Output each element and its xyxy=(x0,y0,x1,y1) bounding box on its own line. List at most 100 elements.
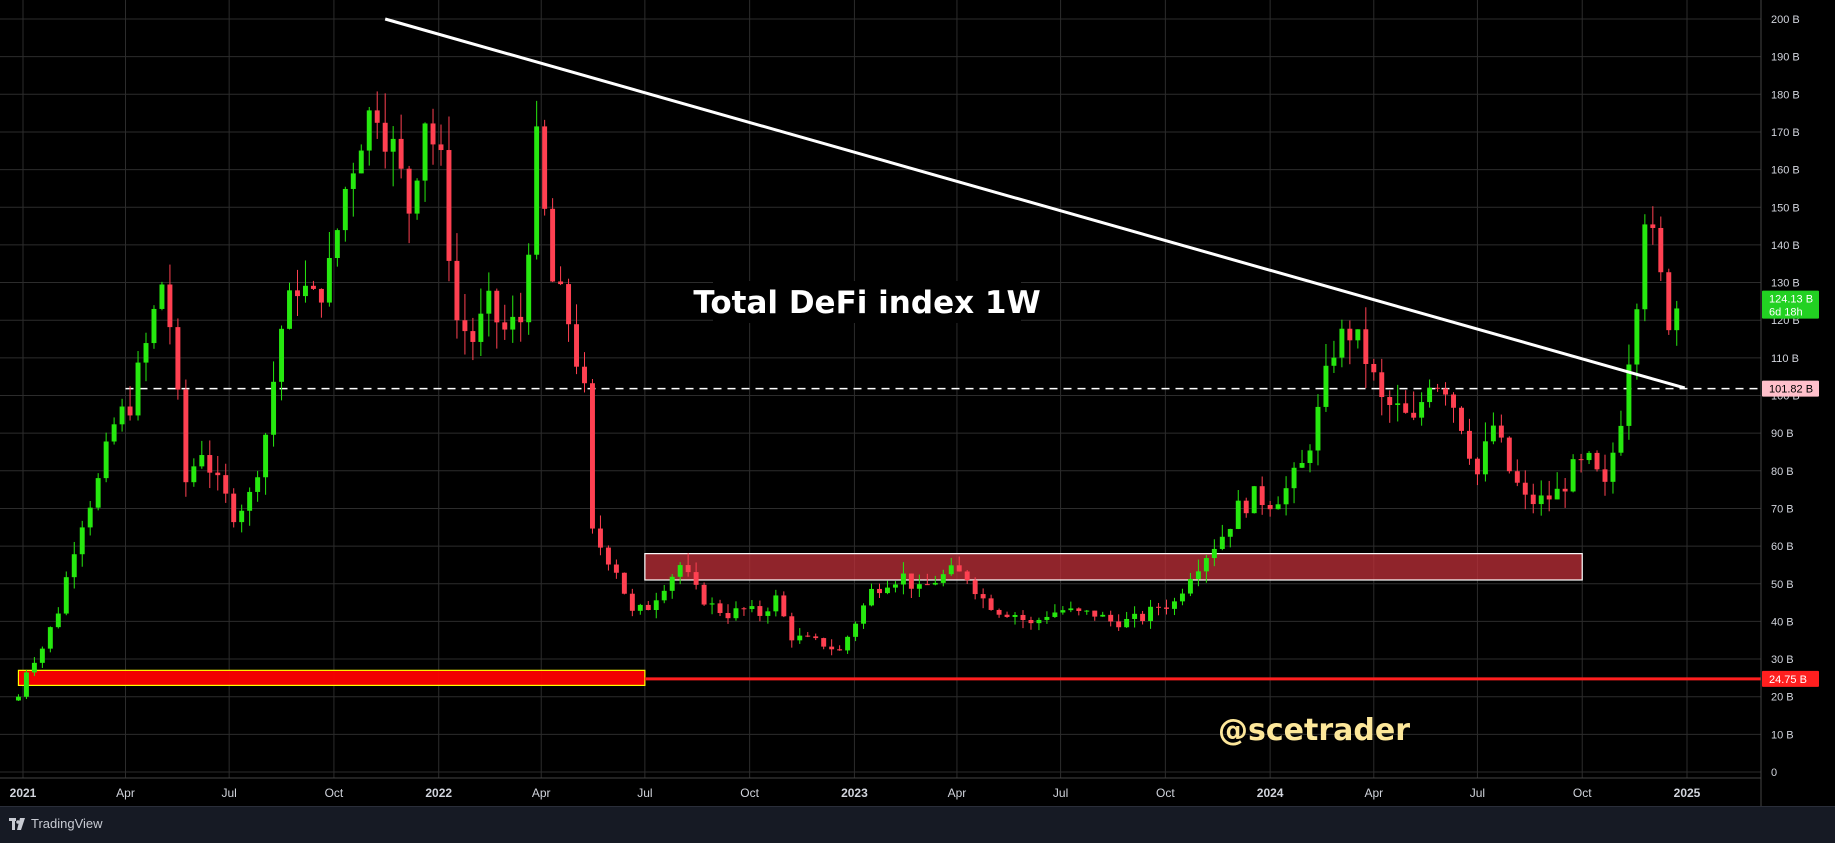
zone-rect xyxy=(644,553,1583,581)
candle-body xyxy=(318,288,324,303)
candle-body xyxy=(55,613,61,628)
candle-body xyxy=(693,572,699,585)
x-tick-label: Apr xyxy=(1364,786,1383,800)
candle-body xyxy=(1658,227,1664,273)
y-tick-label: 140 B xyxy=(1771,240,1800,252)
candle-body xyxy=(1116,621,1122,628)
candle-body xyxy=(1307,450,1313,463)
candle-body xyxy=(342,188,348,231)
candle-body xyxy=(733,608,739,619)
candle-body xyxy=(741,608,747,610)
candle-body xyxy=(231,493,237,523)
y-tick-label: 50 B xyxy=(1771,579,1794,591)
candle-body xyxy=(223,475,229,494)
candle-body xyxy=(1618,425,1624,453)
candle-body xyxy=(1203,558,1209,572)
candle-body xyxy=(183,389,189,483)
candle-body xyxy=(1459,407,1464,431)
candle-body xyxy=(789,616,795,641)
candles xyxy=(15,91,1680,701)
x-tick-label: Oct xyxy=(740,786,759,800)
candle-body xyxy=(15,696,21,701)
candle-body xyxy=(637,604,643,611)
candle-body xyxy=(542,126,548,209)
candlestick-chart[interactable]: Total DeFi index 1W @scetrader 200 B 190 B 1… xyxy=(0,0,1835,806)
candle-body xyxy=(988,598,994,610)
tradingview-logo-icon xyxy=(9,818,25,830)
candle-body xyxy=(1642,224,1648,310)
candle-body xyxy=(813,636,819,639)
candle-body xyxy=(590,383,595,529)
y-tick-label: 0 xyxy=(1771,767,1777,779)
y-tick-label: 60 B xyxy=(1771,541,1794,553)
candle-body xyxy=(645,604,651,611)
candle-body xyxy=(486,290,492,314)
candle-body xyxy=(1156,606,1161,608)
y-tick-label: 80 B xyxy=(1771,466,1794,478)
candle-body xyxy=(1020,614,1026,621)
x-tick-label: 2021 xyxy=(10,786,37,800)
x-tick-label: Jul xyxy=(637,786,652,800)
x-tick-label: 2024 xyxy=(1257,786,1284,800)
candle-body xyxy=(1259,486,1265,506)
candle-body xyxy=(677,565,683,577)
candle-body xyxy=(1251,486,1257,514)
candle-body xyxy=(1267,505,1273,510)
y-tick-label: 30 B xyxy=(1771,654,1794,666)
candle-body xyxy=(358,150,364,174)
tradingview-brand: TradingView xyxy=(31,816,103,831)
candle-body xyxy=(1435,387,1441,389)
price-label-bg xyxy=(1762,380,1819,397)
candle-body xyxy=(414,180,420,214)
candle-body xyxy=(47,627,53,649)
candle-body xyxy=(797,635,803,641)
candle-body xyxy=(996,609,1002,615)
candle-body xyxy=(494,290,500,323)
candle-body xyxy=(1315,406,1321,451)
candle-body xyxy=(1466,430,1472,459)
candle-body xyxy=(143,343,149,363)
candle-body xyxy=(1650,224,1656,228)
candle-body xyxy=(1036,619,1042,624)
candle-body xyxy=(207,455,213,473)
candle-body xyxy=(1403,403,1409,413)
candle-body xyxy=(1339,328,1345,358)
candle-body xyxy=(63,577,69,614)
candle-body xyxy=(709,603,715,605)
candle-body xyxy=(1299,462,1305,468)
x-tick-label: Apr xyxy=(116,786,135,800)
y-tick-label: 20 B xyxy=(1771,692,1794,704)
candle-body xyxy=(167,284,173,328)
candle-body xyxy=(869,588,874,606)
candle-body xyxy=(717,603,723,614)
candle-body xyxy=(701,584,707,605)
candle-body xyxy=(853,623,859,637)
candle-body xyxy=(1530,494,1536,505)
candle-body xyxy=(1674,308,1680,331)
candle-body xyxy=(422,123,428,181)
time-axis: 2021 Apr Jul Oct 2022 Apr Jul Oct 2023 Apr Jul Oct 2… xyxy=(10,786,1701,800)
candle-body xyxy=(1443,388,1449,395)
candle-body xyxy=(550,208,556,282)
y-tick-label: 180 B xyxy=(1771,89,1800,101)
candle-body xyxy=(964,571,970,581)
candle-body xyxy=(1323,365,1329,407)
candle-body xyxy=(1148,606,1154,621)
candle-body xyxy=(310,285,316,289)
candle-body xyxy=(1387,397,1393,405)
y-tick-label: 150 B xyxy=(1771,202,1800,214)
candle-body xyxy=(765,611,771,616)
candle-body xyxy=(1235,500,1241,529)
candle-body xyxy=(948,565,954,575)
candle-body xyxy=(191,466,197,483)
candle-body xyxy=(1602,469,1608,482)
price-label: 124.13 B xyxy=(1769,294,1813,306)
x-tick-label: 2022 xyxy=(425,786,452,800)
chart-title-bg xyxy=(713,281,1021,323)
candle-body xyxy=(1291,467,1297,489)
candle-body xyxy=(956,565,962,572)
candle-body xyxy=(1028,620,1034,624)
candle-body xyxy=(23,672,29,697)
candle-body xyxy=(470,331,476,342)
candle-body xyxy=(1578,459,1584,461)
